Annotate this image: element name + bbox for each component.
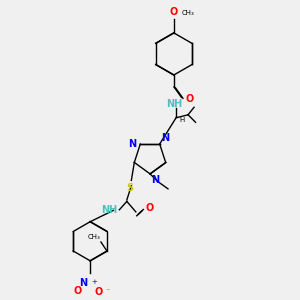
Text: O: O [74,286,82,296]
Text: N: N [152,175,160,185]
Text: NH: NH [102,205,118,215]
Text: N: N [128,139,136,149]
Text: O: O [146,203,154,213]
Text: N: N [79,278,87,288]
Text: NH: NH [167,99,183,109]
Text: +: + [92,279,98,285]
Text: O: O [170,8,178,17]
Text: N: N [161,133,169,142]
Text: S: S [126,183,134,193]
Text: H: H [179,117,184,123]
Text: O: O [95,287,103,297]
Text: CH₃: CH₃ [88,234,100,240]
Text: ⁻: ⁻ [106,286,110,295]
Text: O: O [185,94,194,104]
Text: CH₃: CH₃ [182,11,194,16]
